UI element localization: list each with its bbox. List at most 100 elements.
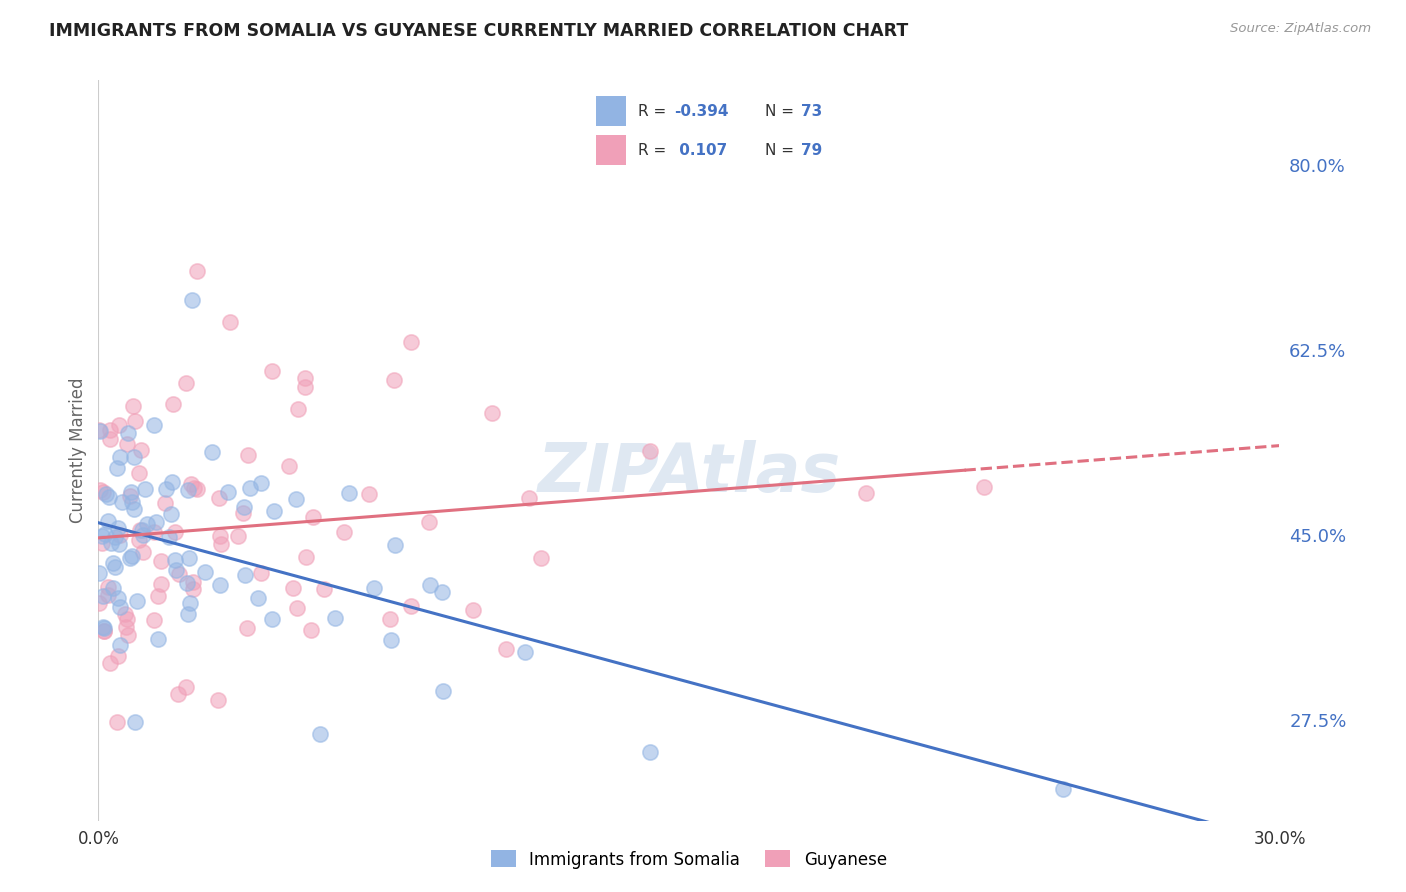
Point (105, 714, 128, 729)
Point (93, 624, 115, 639)
Point (155, 482, 177, 496)
Point (239, 481, 262, 495)
Point (121, 495, 143, 509)
Point (108, 417, 131, 432)
Legend: Immigrants from Somalia, Guyanese: Immigrants from Somalia, Guyanese (485, 844, 893, 875)
Point (165, 552, 187, 566)
Point (285, 491, 308, 506)
Point (165, 563, 187, 577)
Point (104, 560, 127, 574)
Point (162, 397, 184, 411)
Point (91, 589, 114, 603)
Point (132, 528, 155, 542)
Text: R =: R = (638, 143, 671, 158)
Point (163, 525, 186, 540)
Point (299, 624, 322, 638)
Point (121, 399, 143, 413)
FancyBboxPatch shape (596, 96, 626, 127)
Point (176, 576, 198, 591)
Point (145, 515, 167, 529)
Point (174, 680, 197, 694)
Y-axis label: Currently Married: Currently Married (69, 377, 87, 524)
Point (337, 486, 360, 500)
Point (115, 437, 138, 451)
Point (89, 483, 111, 498)
Point (150, 554, 173, 568)
Point (129, 443, 152, 458)
Point (159, 507, 181, 521)
Point (226, 529, 249, 543)
Point (250, 476, 273, 491)
Point (128, 533, 150, 548)
Point (94, 527, 117, 541)
Point (294, 371, 316, 385)
Point (100, 424, 122, 438)
Point (98, 657, 121, 671)
Point (143, 613, 166, 627)
Point (103, 581, 125, 595)
Point (186, 482, 208, 496)
Point (287, 401, 309, 416)
Point (128, 466, 150, 480)
Point (110, 600, 132, 615)
Text: ZIPAtlas: ZIPAtlas (537, 440, 841, 506)
Point (96, 514, 118, 528)
Point (127, 594, 149, 608)
Point (295, 549, 318, 564)
Point (91, 620, 114, 634)
Point (121, 549, 143, 564)
Point (495, 641, 517, 656)
Point (177, 607, 200, 621)
Point (89, 423, 111, 437)
Point (98, 432, 121, 446)
Point (148, 632, 170, 646)
Point (108, 527, 131, 541)
Point (309, 727, 332, 741)
Point (481, 407, 503, 421)
Point (1052, 781, 1074, 796)
Point (149, 577, 172, 591)
Point (208, 529, 231, 543)
Text: N =: N = (765, 143, 799, 158)
Point (155, 496, 177, 510)
Point (236, 448, 259, 462)
Point (513, 645, 536, 659)
Point (131, 523, 153, 537)
Text: 73: 73 (801, 103, 823, 119)
Point (262, 612, 284, 626)
Point (117, 627, 139, 641)
Point (186, 263, 208, 277)
Point (333, 524, 356, 539)
Point (246, 591, 269, 605)
Point (143, 417, 166, 432)
Point (249, 566, 271, 581)
Text: 79: 79 (801, 143, 823, 158)
Point (217, 485, 239, 500)
Point (312, 582, 335, 596)
Text: R =: R = (638, 103, 671, 119)
Point (160, 475, 183, 489)
Point (277, 458, 299, 473)
Point (517, 491, 540, 506)
Point (108, 638, 131, 652)
Point (100, 536, 122, 550)
Point (973, 481, 995, 495)
FancyBboxPatch shape (596, 135, 626, 165)
Point (283, 581, 305, 595)
Point (219, 315, 242, 329)
Point (399, 334, 422, 349)
Point (93, 621, 115, 635)
Point (177, 483, 200, 497)
Point (236, 621, 259, 635)
Point (180, 293, 202, 307)
Point (855, 485, 877, 500)
Point (93, 624, 115, 639)
Point (260, 363, 283, 377)
Point (143, 524, 166, 539)
Point (129, 523, 152, 537)
Point (134, 482, 156, 496)
Point (120, 489, 142, 503)
Point (302, 510, 325, 524)
Point (124, 714, 146, 729)
Point (294, 380, 316, 394)
